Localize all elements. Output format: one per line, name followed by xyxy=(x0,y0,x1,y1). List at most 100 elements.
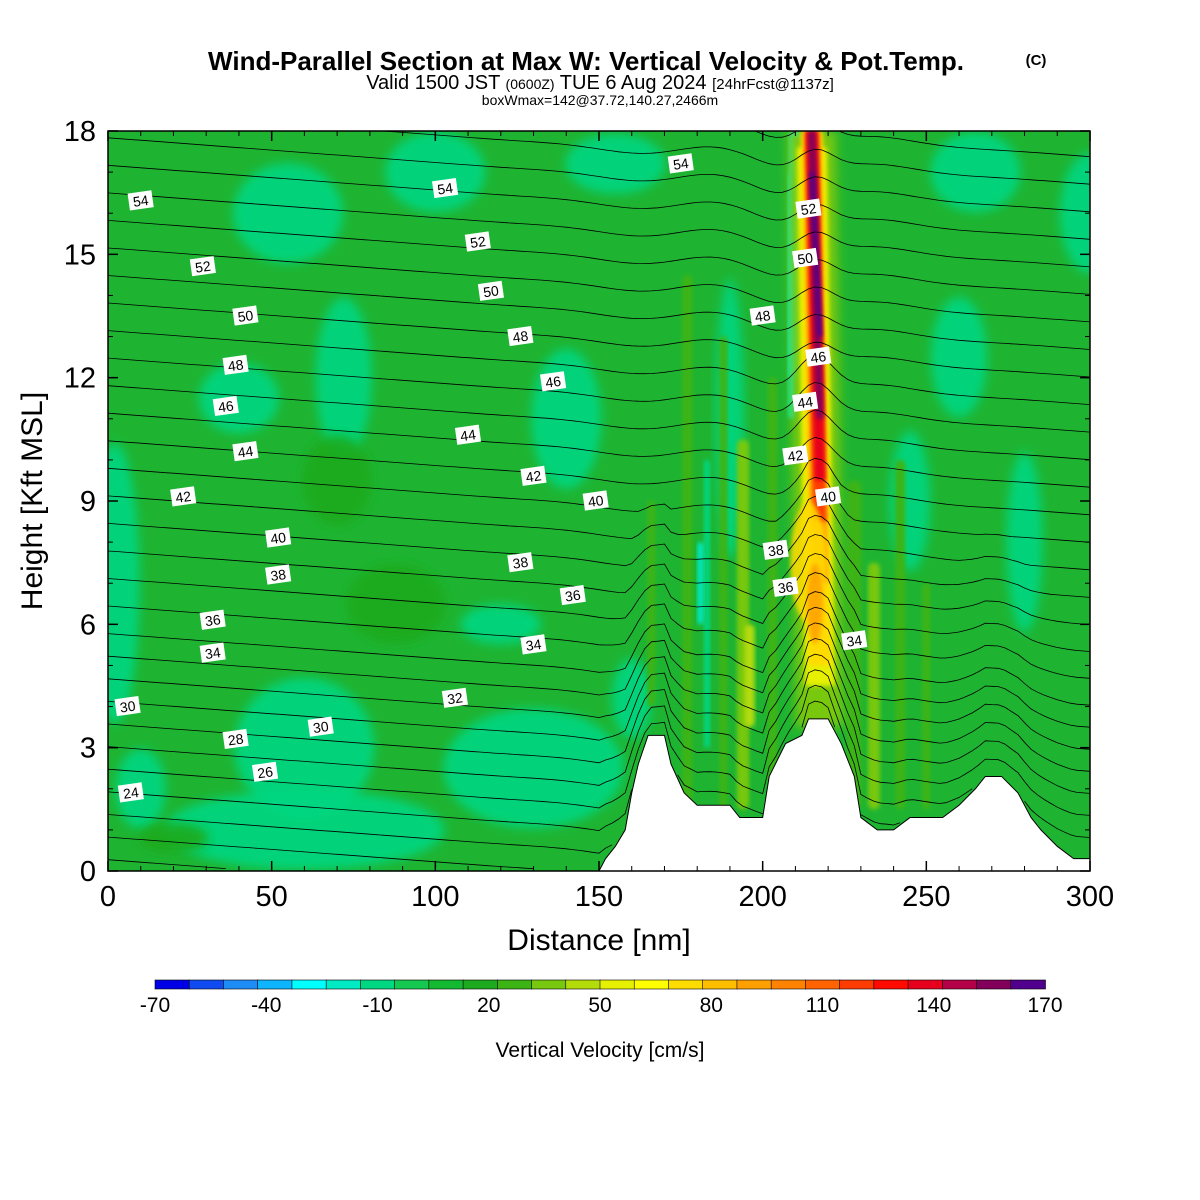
theta-contour-line xyxy=(108,192,1090,268)
contour-label-text: 38 xyxy=(767,541,785,559)
contour-label-text: 28 xyxy=(227,730,245,748)
theta-contour-line xyxy=(108,836,534,870)
colorbar-bin xyxy=(1010,979,1046,990)
theta-contour-label: 44 xyxy=(792,391,819,412)
theta-contour-label: 48 xyxy=(507,325,534,347)
theta-contour-line xyxy=(953,119,1091,129)
theta-contour-line xyxy=(377,131,1090,185)
theta-contour-line xyxy=(108,302,1090,378)
x-tick-label: 50 xyxy=(256,881,288,913)
contour-label-box xyxy=(667,153,694,174)
theta-contour-line xyxy=(108,440,1090,516)
x-axis: 0 50 100 150 200 250 300 xyxy=(100,131,1114,913)
contour-label-box xyxy=(507,552,534,573)
theta-contour-line xyxy=(108,137,1090,213)
theta-contour-line xyxy=(108,247,1090,323)
contour-label-text: 34 xyxy=(525,636,543,654)
contour-label-text: 44 xyxy=(237,443,255,461)
contour-label-box xyxy=(841,630,868,651)
contour-label-box xyxy=(792,247,819,269)
theta-contour-label: 42 xyxy=(520,465,547,486)
contour-label-box xyxy=(127,190,154,211)
theta-contour-label: 30 xyxy=(114,695,141,717)
theta-contour-lines xyxy=(108,119,1091,870)
theta-contour-line xyxy=(108,606,1090,728)
theta-contour-line xyxy=(108,164,1090,240)
y-tick-label: 18 xyxy=(64,116,96,148)
theta-contour-label: 48 xyxy=(749,305,776,326)
theta-contour-line xyxy=(108,572,1090,679)
y-tick-label: 3 xyxy=(80,733,96,765)
contour-label-box xyxy=(265,527,292,548)
colorbar-bin xyxy=(257,979,293,990)
colorbar-tick-label: -10 xyxy=(362,994,392,1017)
contour-label-box xyxy=(805,346,832,367)
contour-label-box xyxy=(432,177,459,199)
contour-label-box xyxy=(520,465,547,486)
contour-label-text: 54 xyxy=(436,180,454,198)
contour-label-box xyxy=(441,687,468,708)
contour-label-box xyxy=(540,371,567,392)
theta-contour-label: 40 xyxy=(265,527,292,548)
theta-contour-label: 44 xyxy=(454,424,482,445)
contour-label-box xyxy=(199,642,226,663)
contour-label-box xyxy=(749,305,776,326)
contour-label-text: 52 xyxy=(194,258,212,276)
contour-label-text: 42 xyxy=(525,467,543,485)
contour-label-box xyxy=(117,782,144,803)
contour-label-box xyxy=(265,564,292,585)
theta-contour-label: 46 xyxy=(805,346,832,367)
theta-contour-line xyxy=(108,385,1090,461)
theta-contour-line xyxy=(108,534,1090,625)
y-tick-label: 0 xyxy=(80,856,96,888)
colorbar-tick-label: 140 xyxy=(916,994,951,1017)
contour-label-box xyxy=(232,305,259,326)
contour-label-box xyxy=(520,634,547,655)
theta-contour-label: 28 xyxy=(222,728,249,750)
x-tick-label: 150 xyxy=(575,881,623,913)
theta-contour-label: 30 xyxy=(307,716,334,737)
colorbar-tick-label: 110 xyxy=(806,994,839,1017)
y-tick-label: 12 xyxy=(64,363,96,395)
colorbar-bin xyxy=(531,979,567,990)
theta-contour-label: 42 xyxy=(782,445,809,466)
colorbar-bin xyxy=(462,979,499,990)
theta-contour-line xyxy=(108,275,1090,350)
colorbar-bin xyxy=(907,979,944,990)
contour-label-text: 30 xyxy=(312,718,330,736)
theta-contour-label: 50 xyxy=(232,305,259,326)
forecast-info: [24hrFcst@1137z] xyxy=(712,76,834,93)
theta-contour-label: 26 xyxy=(251,761,279,782)
contour-label-box xyxy=(507,325,534,347)
contour-label-box xyxy=(454,424,482,445)
contour-label-box xyxy=(477,280,504,301)
colorbar-bin xyxy=(839,979,875,990)
colorbar-bin xyxy=(770,979,807,990)
colorbar-bin xyxy=(565,979,601,990)
colorbar-bin xyxy=(668,979,704,990)
theta-contour-label: 36 xyxy=(772,576,799,597)
contour-label-box xyxy=(559,584,586,606)
theta-contour-line xyxy=(108,622,1090,750)
plot-area: 24 26 28 30 30 32 34 34 34 36 36 36 38 38 38 40 40 40 42 42… xyxy=(108,119,1091,871)
theta-contour-label: 24 xyxy=(117,782,144,803)
theta-contour-line xyxy=(108,638,1090,772)
contour-label-text: 44 xyxy=(459,426,477,444)
contour-label-box xyxy=(199,609,226,630)
y-axis-label: Height [Kft MSL] xyxy=(16,392,49,610)
theta-contour-label: 34 xyxy=(199,642,226,663)
colorbar-bin xyxy=(394,979,430,990)
x-tick-label: 100 xyxy=(411,881,459,913)
theta-contour-line xyxy=(108,495,1090,571)
theta-contour-label: 34 xyxy=(841,630,868,651)
contour-label-box xyxy=(212,395,239,417)
contour-label-box xyxy=(782,445,809,466)
theta-contour-line xyxy=(108,591,1090,706)
theta-contour-label: 54 xyxy=(667,153,694,174)
colorbar-bin xyxy=(976,979,1012,990)
theta-contour-label: 42 xyxy=(170,486,197,507)
colorbar-tick-label: -70 xyxy=(140,994,170,1017)
theta-contour-labels: 24 26 28 30 30 32 34 34 34 36 36 36 38 38 38 40 40 40 42 42… xyxy=(114,153,868,803)
colorbar-label: Vertical Velocity [cm/s] xyxy=(496,1039,705,1062)
colorbar-tick-label: -40 xyxy=(251,994,281,1017)
